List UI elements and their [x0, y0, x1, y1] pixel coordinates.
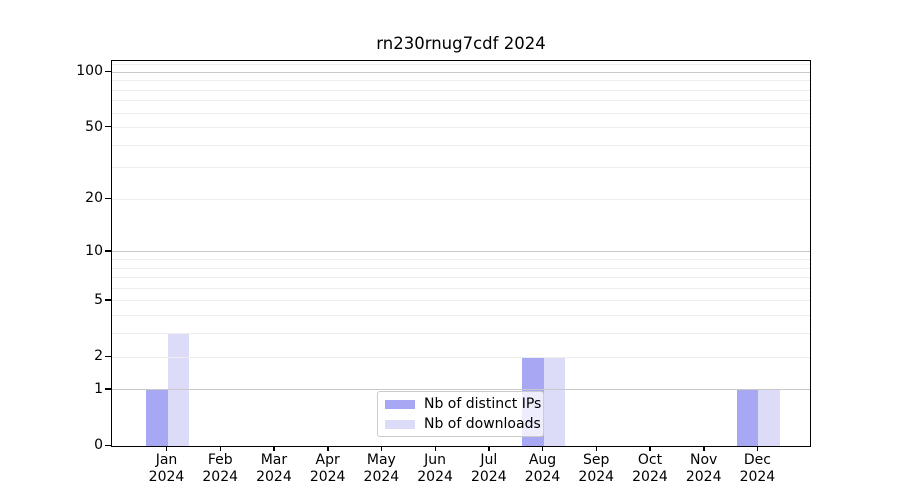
x-tick-month: Oct [637, 452, 663, 468]
x-tick-label: Jul 2024 [457, 452, 521, 486]
x-tick-month: Sep [583, 452, 610, 468]
legend-swatch-distinct-ips [385, 399, 415, 409]
bar-jan-distinct-ips [146, 389, 168, 446]
y-tick-label: 100 [76, 63, 103, 80]
bar-dec-downloads [758, 389, 780, 446]
gridline-minor [112, 64, 810, 66]
x-tick-year: 2024 [202, 469, 239, 485]
gridline-minor [112, 198, 810, 200]
x-tick-label: Dec 2024 [725, 452, 789, 486]
gridline-major [112, 251, 810, 253]
x-tick-mark [542, 446, 544, 451]
x-tick-label: May 2024 [349, 452, 413, 486]
x-tick-year: 2024 [256, 469, 292, 485]
gridline-minor [112, 127, 810, 129]
x-tick-month: Feb [207, 452, 233, 468]
x-tick-label: Jan 2024 [135, 452, 199, 486]
x-tick-mark [488, 446, 490, 451]
legend-label-distinct-ips: Nb of distinct IPs [424, 396, 542, 412]
x-tick-label: Nov 2024 [672, 452, 736, 486]
legend-swatch-downloads [385, 419, 415, 429]
y-tick-label: 0 [94, 437, 103, 453]
x-tick-month: Aug [528, 452, 557, 468]
y-tick-mark [105, 299, 111, 301]
x-tick-year: 2024 [417, 469, 453, 485]
y-tick-label: 1 [94, 380, 103, 397]
legend: Nb of distinct IPs Nb of downloads [377, 391, 544, 437]
y-tick-mark [105, 444, 111, 446]
x-tick-label: Oct 2024 [618, 452, 682, 486]
x-tick-year: 2024 [309, 469, 346, 485]
bar-dec-distinct-ips [736, 389, 759, 446]
x-tick-year: 2024 [578, 469, 615, 485]
y-tick-label: 5 [94, 291, 103, 308]
x-tick-month: Nov [690, 452, 718, 468]
x-tick-label: Aug 2024 [511, 452, 575, 486]
x-tick-mark [327, 446, 329, 451]
y-tick-mark [105, 250, 111, 252]
gridline-minor [112, 89, 810, 91]
y-tick-mark [105, 388, 111, 390]
x-tick-year: 2024 [739, 469, 776, 485]
gridline-major [112, 71, 810, 73]
x-tick-mark [380, 446, 383, 451]
x-tick-mark [166, 446, 168, 451]
y-tick-label: 20 [85, 190, 103, 207]
x-tick-mark [649, 446, 651, 451]
x-tick-year: 2024 [685, 469, 722, 485]
y-tick-mark [105, 197, 111, 200]
x-tick-year: 2024 [363, 469, 400, 485]
x-tick-mark [434, 446, 436, 451]
x-tick-mark [703, 446, 705, 451]
gridline-minor [112, 112, 810, 114]
x-tick-mark [595, 446, 598, 451]
gridline-minor [112, 167, 810, 169]
gridline-minor [112, 333, 810, 335]
y-tick-mark [105, 126, 111, 128]
gridline-minor [112, 100, 810, 102]
x-tick-year: 2024 [470, 469, 507, 485]
gridline-minor [112, 267, 810, 269]
gridline-minor [112, 287, 810, 289]
x-tick-label: Jun 2024 [403, 452, 467, 486]
x-tick-month: Mar [260, 452, 288, 468]
x-tick-year: 2024 [632, 469, 668, 485]
x-tick-label: Apr 2024 [296, 452, 360, 486]
gridline-minor [112, 259, 810, 261]
x-tick-mark [756, 446, 759, 451]
legend-label-downloads: Nb of downloads [424, 416, 541, 432]
x-tick-year: 2024 [148, 469, 185, 485]
x-tick-label: Feb 2024 [188, 452, 252, 486]
x-tick-month: Jan [155, 452, 178, 468]
y-tick-label: 10 [85, 242, 103, 259]
legend-item-downloads: Nb of downloads [385, 416, 543, 432]
legend-item-distinct-ips: Nb of distinct IPs [385, 396, 543, 412]
x-tick-year: 2024 [524, 469, 561, 485]
x-tick-mark [273, 446, 275, 451]
x-tick-month: May [366, 452, 396, 468]
gridline-minor [112, 356, 810, 358]
x-tick-mark [219, 446, 222, 451]
gridline-minor [112, 300, 810, 302]
bar-aug-downloads [543, 357, 566, 446]
x-tick-month: Apr [315, 452, 340, 468]
gridline-minor [112, 80, 810, 82]
gridline-minor [112, 144, 810, 146]
x-tick-month: Dec [743, 452, 771, 468]
gridline-minor [112, 315, 810, 317]
chart-title: rn230rnug7cdf 2024 [376, 34, 546, 53]
x-tick-month: Jun [424, 452, 447, 468]
plot-area [111, 60, 811, 447]
gridline-minor [112, 277, 810, 279]
y-tick-label: 50 [85, 118, 103, 135]
y-tick-mark [105, 70, 111, 73]
y-tick-label: 2 [94, 348, 103, 365]
y-tick-mark [105, 355, 111, 357]
x-tick-label: Mar 2024 [242, 452, 306, 486]
x-tick-label: Sep 2024 [564, 452, 628, 486]
gridline-major [112, 389, 810, 391]
x-tick-month: Jul [480, 452, 498, 468]
